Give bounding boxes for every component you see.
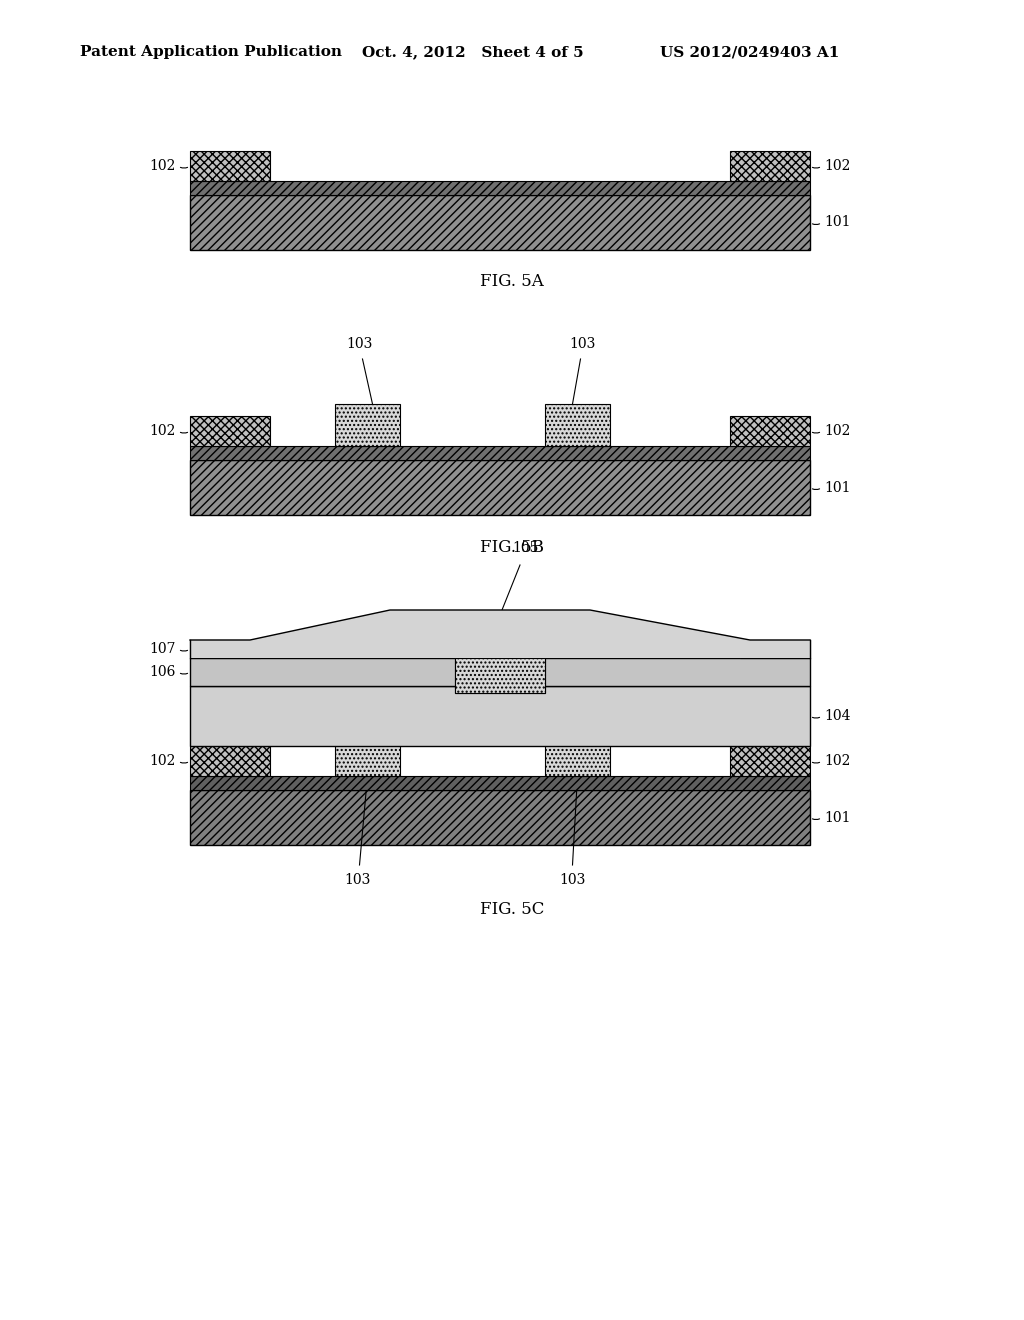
Text: 105: 105	[512, 541, 539, 554]
Bar	[190, 150, 270, 181]
Bar	[455, 657, 545, 693]
Bar	[335, 404, 400, 446]
Bar	[190, 776, 810, 789]
Bar	[190, 181, 810, 195]
Text: 102: 102	[824, 754, 850, 768]
Bar	[740, 640, 810, 657]
Bar	[190, 789, 810, 845]
Text: 101: 101	[824, 810, 851, 825]
Bar	[730, 150, 810, 181]
Bar	[455, 657, 545, 693]
Text: FIG. 5B: FIG. 5B	[480, 539, 544, 556]
Text: US 2012/0249403 A1: US 2012/0249403 A1	[660, 45, 840, 59]
Text: FIG. 5A: FIG. 5A	[480, 273, 544, 290]
Text: 102: 102	[150, 424, 176, 438]
Bar	[190, 195, 810, 249]
Text: 103: 103	[344, 873, 371, 887]
Bar	[190, 640, 260, 657]
Bar	[190, 686, 810, 746]
Bar	[190, 459, 810, 515]
Bar	[730, 416, 810, 446]
Text: 101: 101	[824, 480, 851, 495]
Text: 103: 103	[559, 873, 586, 887]
Bar	[545, 734, 610, 776]
Text: Patent Application Publication: Patent Application Publication	[80, 45, 342, 59]
Text: 104: 104	[824, 709, 851, 723]
Bar	[730, 746, 810, 776]
Bar	[190, 746, 270, 776]
Text: 101: 101	[824, 215, 851, 230]
Bar	[190, 416, 270, 446]
Text: 103: 103	[346, 337, 373, 351]
Text: 102: 102	[150, 754, 176, 768]
Text: 103: 103	[569, 337, 596, 351]
Polygon shape	[190, 610, 810, 657]
Bar	[190, 446, 810, 459]
Bar	[190, 657, 810, 686]
Bar	[545, 404, 610, 446]
Text: 106: 106	[150, 665, 176, 678]
Text: 102: 102	[824, 158, 850, 173]
Text: 102: 102	[150, 158, 176, 173]
Bar	[335, 734, 400, 776]
Text: FIG. 5C: FIG. 5C	[480, 902, 544, 919]
Text: 107: 107	[150, 642, 176, 656]
Text: 102: 102	[824, 424, 850, 438]
Text: Oct. 4, 2012   Sheet 4 of 5: Oct. 4, 2012 Sheet 4 of 5	[362, 45, 584, 59]
